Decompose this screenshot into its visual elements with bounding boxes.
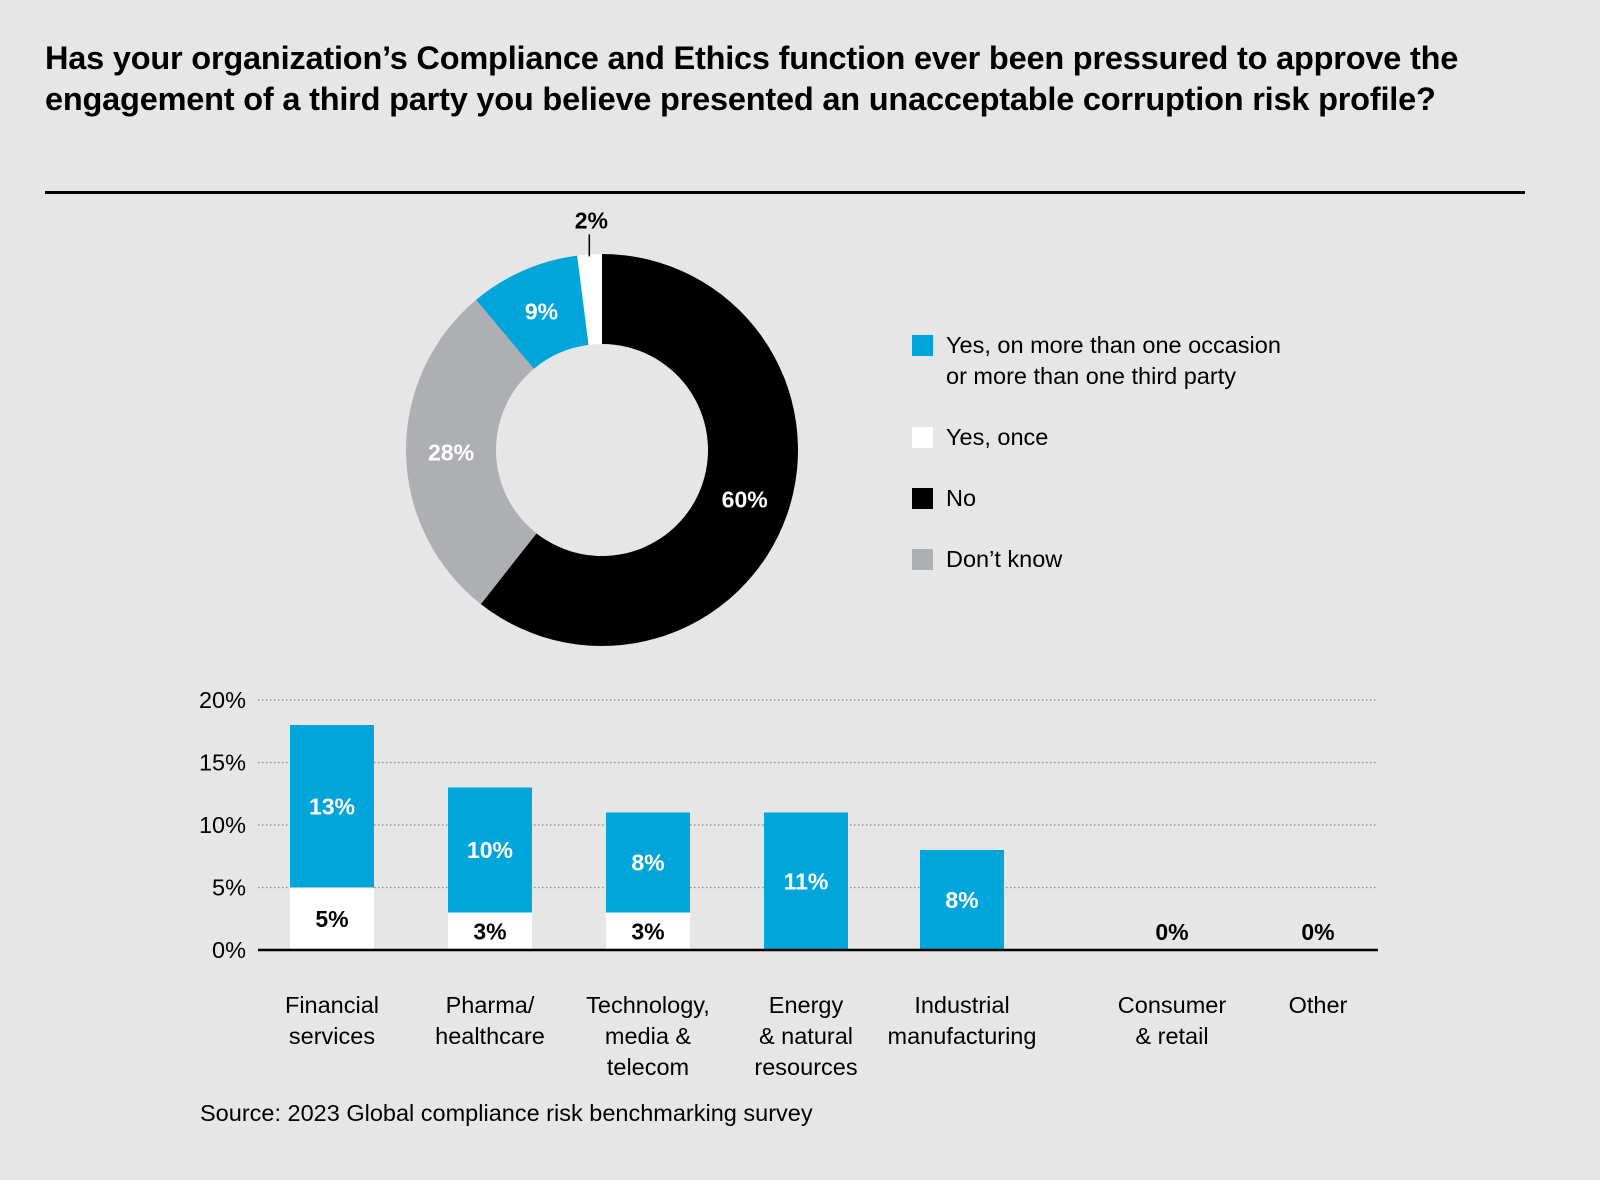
bar-value-label: 5% [315, 906, 348, 932]
x-tick-label-line: telecom [606, 1054, 690, 1080]
x-tick-label-line: resources [754, 1054, 858, 1080]
legend-label: No [946, 485, 977, 511]
source-note: Source: 2023 Global compliance risk benc… [200, 1100, 813, 1126]
bar-value-label: 10% [467, 837, 513, 863]
x-tick-label: Industrial manufacturing [862, 990, 1062, 1052]
x-tick-label: Energy & natural resources [706, 990, 906, 1083]
legend-label: Yes, on more than one occasion [946, 332, 1281, 358]
bar-segment [606, 912, 690, 950]
legend-item-yes-multiple: Yes, on more than one occasion or more t… [912, 330, 1281, 392]
donut-label: 2% [575, 207, 608, 233]
bar-value-label: 8% [945, 887, 978, 913]
y-tick-label: 5% [212, 875, 246, 901]
legend-item-yes-once: Yes, once [912, 422, 1281, 453]
y-tick-label: 20% [199, 687, 246, 713]
legend-swatch [912, 427, 933, 448]
bar-value-label: 0% [1155, 919, 1188, 945]
bar-value-label: 13% [309, 793, 355, 819]
donut-chart: 60% 28% 9% 2% [405, 207, 798, 647]
bar-value-label: 3% [631, 918, 664, 944]
x-tick-label-line: manufacturing [887, 1023, 1037, 1049]
bar-segment [290, 725, 374, 888]
donut-slice-2 [476, 255, 589, 369]
x-tick-label-line: healthcare [435, 1023, 545, 1049]
bar-segment [448, 912, 532, 950]
bar-value-label: 11% [784, 868, 829, 894]
donut-slice-3 [577, 254, 602, 345]
x-tick-label-line: Other [1288, 992, 1348, 1018]
legend-label: Don’t know [946, 546, 1063, 572]
donut-label: 60% [722, 486, 768, 512]
x-tick-label-line: Consumer [1117, 992, 1227, 1018]
legend-item-no: No [912, 483, 1281, 514]
x-tick-label-line: Pharma/ [445, 992, 535, 1018]
x-tick-label-line: media & [604, 1023, 692, 1049]
x-tick-label-line: services [288, 1023, 376, 1049]
bar-segment [448, 787, 532, 913]
x-tick-label-line: Energy [768, 992, 844, 1018]
x-tick-label-line: Financial [284, 992, 380, 1018]
x-tick-label: Pharma/healthcare [390, 990, 590, 1052]
bar-segment [764, 812, 848, 950]
bar-segment [290, 887, 374, 950]
x-tick-label: Technology, media & telecom [548, 990, 748, 1083]
bar-value-label: 8% [631, 850, 664, 876]
y-tick-label: 15% [199, 750, 246, 776]
x-tick-label: Consumer & retail [1072, 990, 1272, 1052]
x-tick-label-line: Technology, [586, 992, 710, 1018]
x-tick-label: Financial services [232, 990, 432, 1052]
bar-segment [606, 812, 690, 913]
x-tick-label: Other [1218, 990, 1418, 1021]
donut-label: 28% [428, 439, 474, 465]
y-tick-label: 0% [212, 937, 246, 963]
bar-segment [920, 850, 1004, 950]
legend-label: Yes, once [946, 424, 1049, 450]
legend: Yes, on more than one occasion or more t… [912, 330, 1281, 605]
x-tick-label-line: & retail [1135, 1023, 1209, 1049]
legend-swatch [912, 488, 933, 509]
donut-slice-0 [480, 254, 798, 647]
title-divider [45, 191, 1525, 194]
x-tick-label-line: Industrial [914, 992, 1010, 1018]
donut-slice-1 [405, 299, 537, 605]
chart-title: Has your organization’s Compliance and E… [45, 40, 1459, 117]
donut-label: 9% [525, 299, 558, 325]
legend-item-dont-know: Don’t know [912, 544, 1281, 575]
legend-label: or more than one third party [946, 363, 1236, 389]
y-tick-label: 10% [199, 812, 246, 838]
bar-value-label: 0% [1301, 919, 1334, 945]
legend-swatch [912, 549, 933, 570]
x-tick-label-line: & natural [758, 1023, 854, 1049]
bar-value-label: 3% [473, 918, 506, 944]
legend-swatch [912, 335, 933, 356]
